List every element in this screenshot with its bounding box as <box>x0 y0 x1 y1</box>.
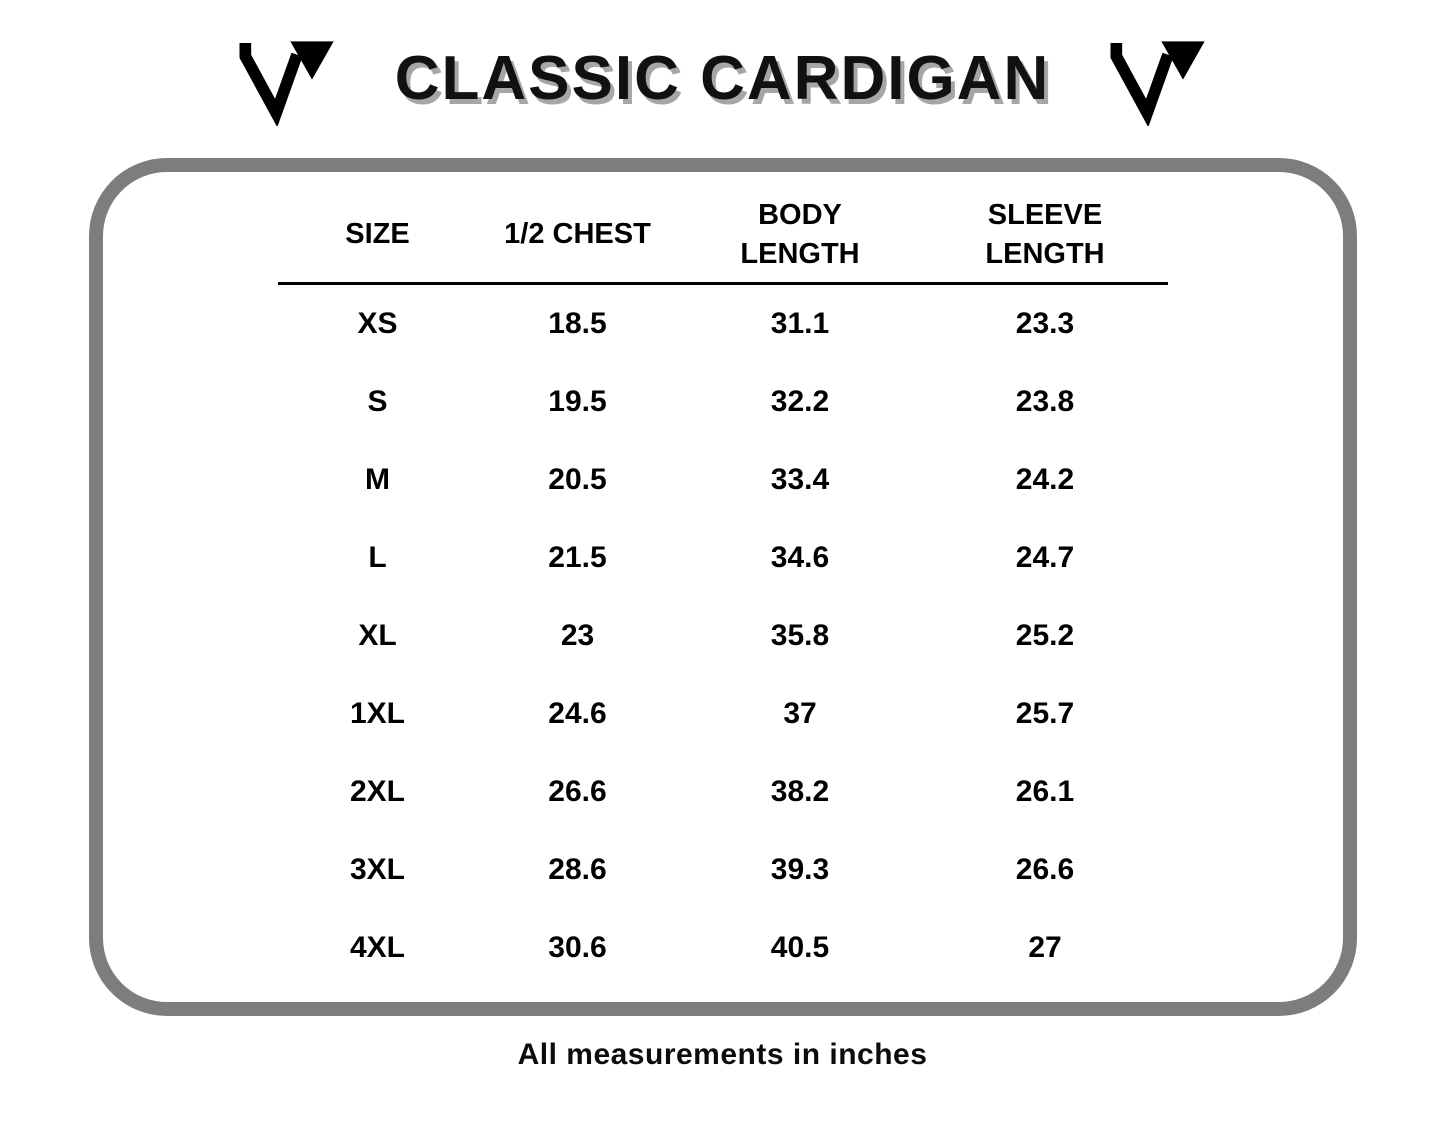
table-row: 4XL 30.6 40.5 27 <box>278 909 1168 987</box>
size-cell: 2XL <box>349 775 406 808</box>
value-cell: 34.6 <box>770 541 830 574</box>
value-cell: 31.1 <box>770 307 830 340</box>
size-cell: 4XL <box>349 931 406 964</box>
size-chart-panel: SIZE 1/2 CHEST BODY LENGTH SLEEVE LENGTH XS 18… <box>88 158 1357 1016</box>
m-logo-icon <box>1110 41 1205 126</box>
header-divider <box>277 282 1168 285</box>
header: CLASSIC CARDIGAN <box>0 24 1445 132</box>
header-cell: SIZE <box>345 218 410 251</box>
header-cell: SLEEVE LENGTH <box>985 198 1105 270</box>
value-cell: 23.8 <box>1015 385 1075 418</box>
value-cell: 39.3 <box>770 853 830 886</box>
value-cell: 26.6 <box>548 775 607 808</box>
value-cell: 21.5 <box>548 541 607 574</box>
size-cell: 3XL <box>349 853 406 886</box>
value-cell: 38.2 <box>770 775 830 808</box>
size-chart-table: SIZE 1/2 CHEST BODY LENGTH SLEEVE LENGTH XS 18… <box>277 192 1168 987</box>
footer-note: All measurements in inches <box>517 1038 928 1071</box>
value-cell: 26.6 <box>1015 853 1075 886</box>
value-cell: 23.3 <box>1015 307 1075 340</box>
value-cell: 24.7 <box>1015 541 1075 574</box>
value-cell: 19.5 <box>548 385 607 418</box>
value-cell: 30.6 <box>548 931 607 964</box>
table-row: 1XL 24.6 37 25.7 <box>278 675 1168 753</box>
value-cell: 23 <box>560 619 595 652</box>
table-row: 2XL 26.6 38.2 26.1 <box>278 753 1168 831</box>
size-cell: 1XL <box>349 697 406 730</box>
m-logo-icon <box>239 41 334 126</box>
table-row: S 19.5 32.2 23.8 <box>278 363 1168 441</box>
value-cell: 35.8 <box>770 619 830 652</box>
value-cell: 20.5 <box>548 463 607 496</box>
page-title: CLASSIC CARDIGAN <box>394 43 1051 113</box>
value-cell: 27 <box>1028 931 1062 964</box>
table-row: M 20.5 33.4 24.2 <box>278 441 1168 519</box>
header-cell: BODY LENGTH <box>740 198 860 270</box>
value-cell: 24.6 <box>548 697 607 730</box>
table-row: XL 23 35.8 25.2 <box>278 597 1168 675</box>
table-row: L 21.5 34.6 24.7 <box>278 519 1168 597</box>
table-header-row: SIZE 1/2 CHEST BODY LENGTH SLEEVE LENGTH <box>278 192 1168 278</box>
size-cell: XL <box>358 619 397 652</box>
header-cell: 1/2 CHEST <box>504 218 651 251</box>
value-cell: 32.2 <box>770 385 830 418</box>
size-cell: S <box>367 385 388 418</box>
size-cell: L <box>368 541 387 574</box>
size-cell: XS <box>357 307 398 340</box>
value-cell: 40.5 <box>770 931 830 964</box>
value-cell: 24.2 <box>1015 463 1075 496</box>
value-cell: 37 <box>783 697 817 730</box>
table-body: XS 18.5 31.1 23.3 S 19.5 32.2 23.8 M 20.5 33.4 24.2… <box>278 285 1168 987</box>
value-cell: 25.2 <box>1015 619 1075 652</box>
value-cell: 33.4 <box>770 463 830 496</box>
value-cell: 18.5 <box>548 307 607 340</box>
brand-logo-right <box>1108 30 1208 126</box>
value-cell: 25.7 <box>1015 697 1075 730</box>
value-cell: 28.6 <box>548 853 607 886</box>
value-cell: 26.1 <box>1015 775 1075 808</box>
size-cell: M <box>365 463 390 496</box>
table-row: XS 18.5 31.1 23.3 <box>278 285 1168 363</box>
table-row: 3XL 28.6 39.3 26.6 <box>278 831 1168 909</box>
brand-logo-left <box>237 30 337 126</box>
